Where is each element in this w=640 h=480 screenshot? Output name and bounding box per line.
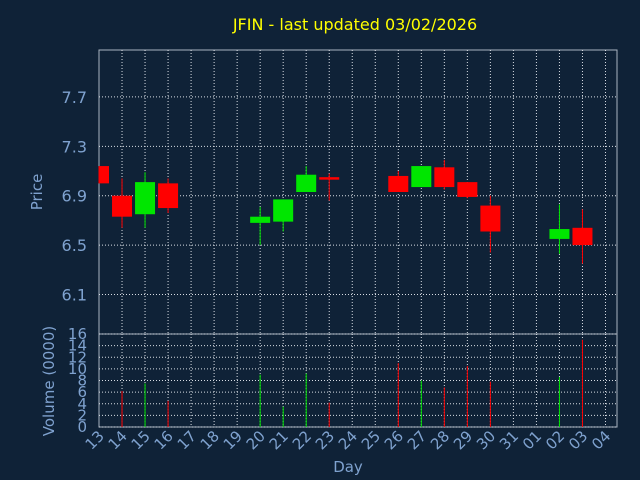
volume-tick-label: 14: [68, 337, 87, 355]
volume-tick-label: 16: [68, 325, 87, 343]
candle-body: [250, 216, 271, 223]
candle-body: [273, 199, 294, 222]
candle-body: [457, 182, 478, 197]
price-tick-label: 6.9: [62, 187, 87, 206]
price-tick-label: 6.1: [62, 285, 87, 304]
candle-body: [572, 227, 593, 246]
candle-body: [411, 166, 432, 188]
price-tick-label: 7.7: [62, 88, 87, 107]
volume-tick-label: 10: [68, 360, 87, 378]
price-candles: [98, 159, 593, 264]
volume-grid: [99, 333, 617, 428]
candle-body: [480, 205, 501, 232]
x-axis-label: Day: [333, 458, 363, 476]
volume-tick-label: 0: [77, 418, 87, 436]
price-tick-label: 6.5: [62, 236, 87, 255]
volume-tick-label: 8: [77, 372, 87, 390]
volume-tick-label: 2: [77, 406, 87, 424]
price-y-axis: 6.1 6.5 6.9 7.3 7.7: [62, 88, 87, 305]
candle-body: [99, 166, 109, 184]
volume-tick-label: 6: [77, 383, 87, 401]
candle-body: [135, 182, 156, 215]
price-axis-label: Price: [28, 174, 46, 211]
candle-body: [549, 229, 570, 239]
candle-body: [296, 174, 317, 192]
chart-title: JFIN - last updated 03/02/2026: [232, 15, 477, 34]
volume-tick-label: 12: [68, 348, 87, 366]
candle-body: [158, 183, 179, 209]
x-axis: 1314151617181920212223242526272829303101…: [82, 427, 615, 453]
candle-body: [319, 177, 340, 180]
candle-body: [388, 175, 409, 192]
candle-body: [434, 167, 455, 188]
volume-bars: [121, 339, 583, 427]
candle-body: [112, 195, 133, 217]
volume-tick-label: 4: [77, 395, 87, 413]
volume-axis-label: Volume (0000): [40, 326, 58, 436]
price-tick-label: 7.3: [62, 137, 87, 156]
